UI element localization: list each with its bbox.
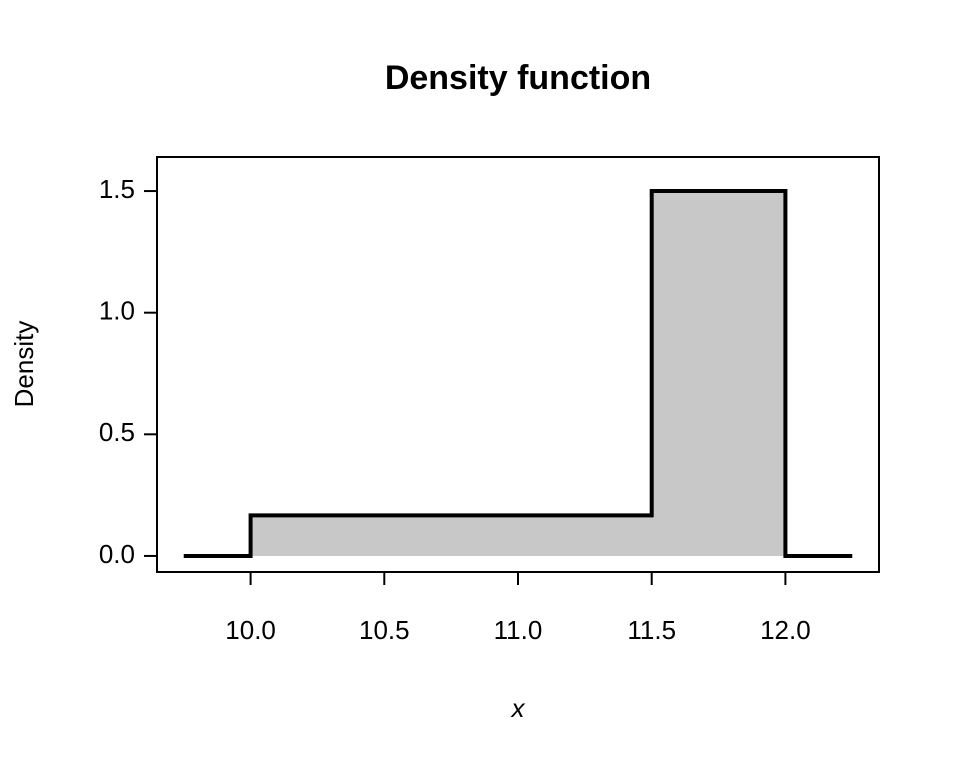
y-tick-label: 1.0 (99, 296, 135, 326)
y-tick-label: 0.5 (99, 417, 135, 447)
density-line (183, 189, 853, 558)
y-axis-label: Density (9, 321, 39, 408)
y-tick-label: 0.0 (99, 539, 135, 569)
density-area (183, 191, 853, 556)
x-tick-label: 10.5 (359, 615, 410, 645)
y-tick-label: 1.5 (99, 174, 135, 204)
x-tick-label: 10.0 (225, 615, 276, 645)
x-tick-label: 11.0 (494, 615, 543, 645)
plot-frame (156, 156, 880, 573)
x-tick-label: 11.5 (627, 615, 676, 645)
chart-title: Density function (385, 59, 651, 97)
x-axis-label: x (510, 693, 526, 723)
x-tick-label: 12.0 (760, 615, 811, 645)
